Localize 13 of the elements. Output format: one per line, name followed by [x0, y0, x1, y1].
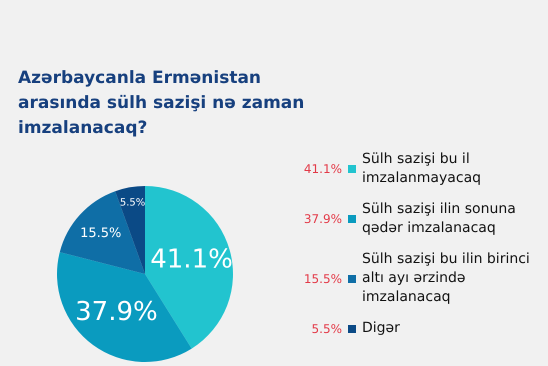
- data-label: 37.9%: [75, 296, 158, 327]
- chart-title: Azərbaycanla Ermənistan arasında sülh sazişi nə zaman imzalanacaq?: [18, 67, 306, 140]
- text: 41.1%: [304, 162, 342, 176]
- legend-label: Sülh sazişi bu il imzalanmayacaq: [362, 150, 482, 188]
- text: 15.5%: [304, 272, 342, 286]
- data-label: 41.1%: [150, 244, 233, 274]
- text: 37.9%: [304, 212, 342, 226]
- data-label: 5.5%: [120, 198, 146, 209]
- text: 5.5%: [312, 322, 342, 336]
- legend-label: Sülh sazişi ilin sonuna qədər imzalanacaq: [362, 200, 517, 238]
- legend-label: Digər: [362, 319, 401, 338]
- data-label: 15.5%: [80, 226, 122, 242]
- legend-label: Sülh sazişi bu ilin birinci altı ayı ərzində imzalanacaq: [362, 250, 531, 307]
